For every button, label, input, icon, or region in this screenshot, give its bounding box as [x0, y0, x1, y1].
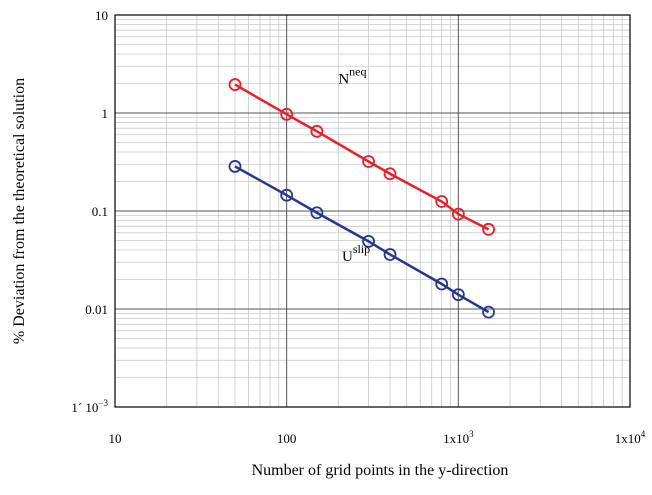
data-point — [310, 206, 324, 220]
data-point — [280, 188, 294, 202]
data-point — [362, 155, 375, 168]
data-point — [228, 78, 242, 91]
data-point — [482, 222, 495, 236]
data-point — [383, 248, 397, 261]
series-annotation: Uslip — [342, 242, 370, 265]
data-point — [451, 207, 465, 221]
data-point — [228, 160, 242, 173]
x-axis-title: Number of grid points in the y-direction — [252, 462, 509, 479]
y-axis-title: % Deviation from the theoretical solutio… — [11, 78, 28, 344]
data-point — [482, 305, 495, 319]
x-tick-label: 100 — [277, 431, 297, 446]
x-tick-label: 1x103 — [443, 429, 474, 446]
data-point — [362, 234, 375, 248]
data-point — [383, 167, 397, 181]
series-annotation: Nneq — [338, 64, 366, 87]
data-point — [435, 277, 449, 291]
data-point — [435, 195, 449, 208]
x-tick-labels: 10 100 1x103 1x104 — [109, 429, 646, 446]
y-tick-label: 1´ 10−3 — [71, 398, 108, 415]
series-annotations: Nneq Uslip — [338, 64, 370, 264]
y-tick-labels: 10 1 0.1 0.01 1´ 10−3 — [71, 8, 108, 415]
series-layer — [228, 78, 495, 319]
x-tick-label: 1x104 — [615, 429, 646, 446]
y-tick-label: 0.01 — [85, 302, 108, 317]
plot-frame — [114, 14, 631, 408]
y-tick-label: 1 — [102, 106, 109, 121]
data-point — [451, 288, 465, 302]
y-tick-label: 0.1 — [92, 204, 108, 219]
data-point — [280, 107, 294, 121]
data-point — [310, 124, 324, 138]
y-tick-label: 10 — [95, 8, 108, 23]
series-group — [228, 78, 495, 236]
x-tick-label: 10 — [109, 431, 122, 446]
series-group — [228, 160, 495, 319]
